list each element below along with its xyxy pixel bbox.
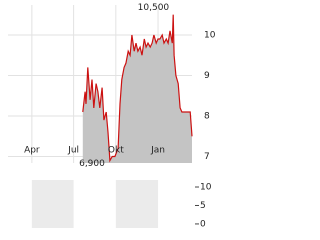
x-tick-label: Jan [150, 146, 165, 156]
y-tick-label: 5 [200, 201, 206, 211]
area-fill [82, 14, 192, 164]
x-tick-label: Apr [24, 146, 40, 156]
annotation: 6,900 [79, 159, 105, 169]
x-tick-label: Okt [108, 146, 124, 156]
y-tick-label: 8 [204, 112, 210, 122]
quarter-shade [31, 180, 74, 228]
y-tick-label: 9 [204, 71, 210, 81]
y-tick-label: 0 [200, 219, 206, 229]
y-tick-label: 7 [204, 152, 210, 162]
y-tick-label: 10 [204, 30, 216, 40]
quarter-shade [115, 180, 159, 228]
x-tick-label: Jul [67, 146, 79, 156]
price-line [82, 14, 193, 163]
y-tick-label: 10 [200, 183, 212, 193]
chart: 7 8 9 10 Apr Jul Okt Jan 10,500 6,900 0 5 10 [8, 3, 216, 229]
annotation: 10,500 [138, 3, 170, 13]
